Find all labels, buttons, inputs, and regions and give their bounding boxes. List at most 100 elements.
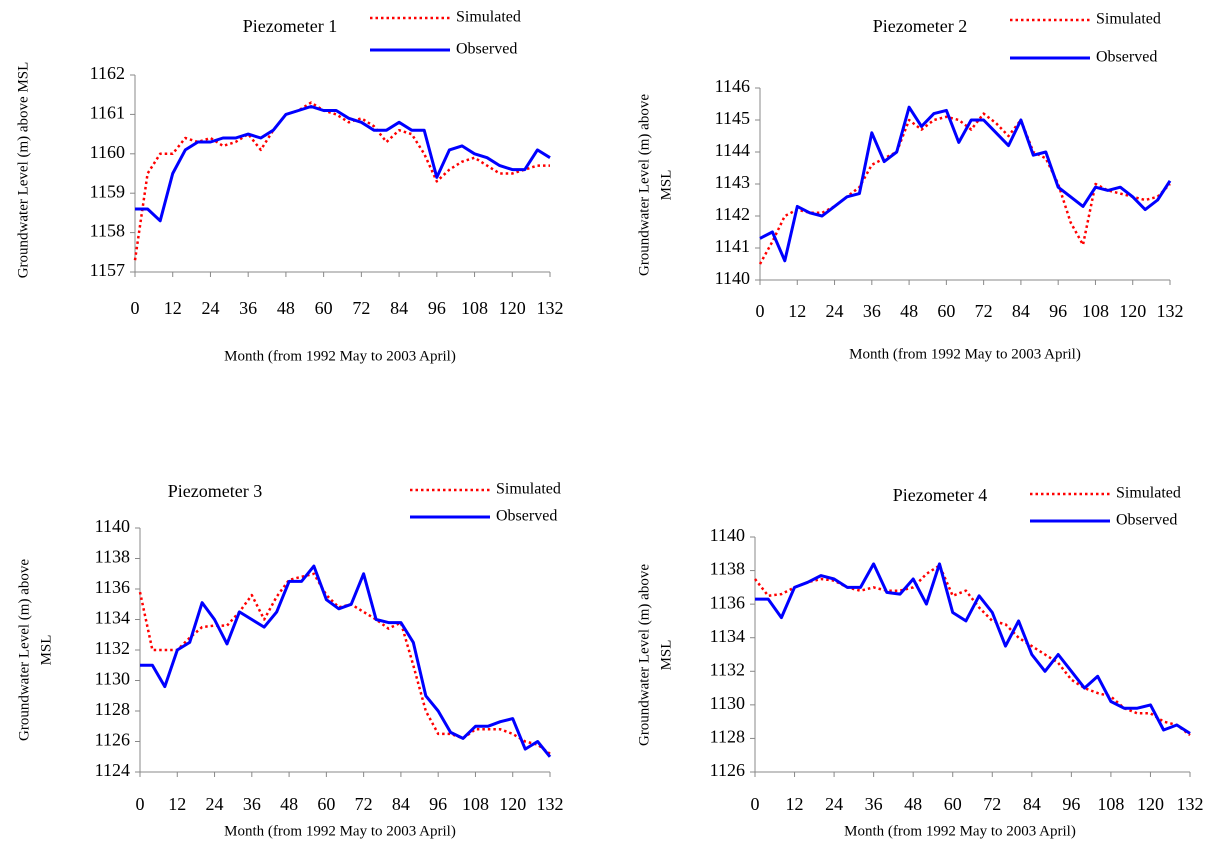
x-tick-label: 12 <box>164 298 182 318</box>
y-axis-label: MSL <box>658 170 674 201</box>
legend-label: Simulated <box>456 9 521 26</box>
x-tick-label: 12 <box>788 301 806 321</box>
y-tick-label: 1142 <box>715 204 750 224</box>
y-tick-label: 1138 <box>95 547 130 567</box>
y-axis-label: Groundwater Level (m) above MSL <box>15 62 31 279</box>
x-tick-label: 132 <box>537 794 564 814</box>
y-tick-label: 1143 <box>715 172 750 192</box>
legend-label: Observed <box>496 508 557 525</box>
y-tick-label: 1159 <box>90 181 125 201</box>
x-tick-label: 36 <box>863 301 881 321</box>
y-tick-label: 1146 <box>715 76 750 96</box>
series-line <box>754 564 1191 737</box>
y-tick-label: 1145 <box>715 108 750 128</box>
chart-panel: Piezometer 4 Month (from 1992 May to 2003… <box>636 485 1203 840</box>
x-tick-label: 84 <box>392 794 410 814</box>
x-tick-label: 120 <box>1137 794 1164 814</box>
x-tick-label: 0 <box>751 794 760 814</box>
x-tick-label: 84 <box>1012 301 1030 321</box>
y-tick-label: 1130 <box>710 693 745 713</box>
chart-panel: Piezometer 1 Month (from 1992 May to 2003… <box>15 9 563 365</box>
x-axis-label: Month (from 1992 May to 2003 April) <box>224 348 456 364</box>
x-tick-label: 36 <box>865 794 883 814</box>
x-tick-label: 60 <box>937 301 955 321</box>
x-tick-label: 108 <box>462 794 489 814</box>
x-tick-label: 120 <box>1119 301 1146 321</box>
y-tick-label: 1141 <box>715 236 750 256</box>
y-axis-label: MSL <box>38 635 54 666</box>
x-tick-label: 48 <box>904 794 922 814</box>
y-tick-label: 1144 <box>715 140 750 160</box>
x-tick-label: 132 <box>1157 301 1184 321</box>
x-tick-label: 0 <box>756 301 765 321</box>
x-tick-label: 120 <box>499 794 526 814</box>
x-tick-label: 24 <box>825 794 843 814</box>
x-tick-label: 48 <box>280 794 298 814</box>
x-tick-label: 96 <box>429 794 447 814</box>
y-tick-label: 1128 <box>95 699 130 719</box>
series-line <box>135 105 551 223</box>
x-tick-label: 84 <box>1023 794 1041 814</box>
series-line <box>140 564 552 758</box>
chart-title: Piezometer 4 <box>893 485 987 505</box>
legend-label: Observed <box>1116 512 1177 529</box>
x-tick-label: 24 <box>826 301 844 321</box>
x-tick-label: 12 <box>168 794 186 814</box>
y-tick-label: 1140 <box>710 525 745 545</box>
legend-label: Simulated <box>1116 485 1181 502</box>
y-tick-label: 1134 <box>95 608 130 628</box>
legend-label: Simulated <box>496 481 561 498</box>
y-tick-label: 1157 <box>90 260 125 280</box>
y-tick-label: 1136 <box>95 577 130 597</box>
y-tick-label: 1140 <box>715 268 750 288</box>
x-tick-label: 72 <box>975 301 993 321</box>
y-tick-label: 1136 <box>710 592 745 612</box>
x-tick-label: 132 <box>537 298 564 318</box>
x-tick-label: 132 <box>1177 794 1204 814</box>
x-axis-label: Month (from 1992 May to 2003 April) <box>224 823 456 839</box>
series-line <box>759 105 1172 263</box>
y-tick-label: 1158 <box>90 221 125 241</box>
chart-title: Piezometer 3 <box>168 481 262 501</box>
y-tick-label: 1140 <box>95 516 130 536</box>
x-tick-label: 48 <box>900 301 918 321</box>
y-tick-label: 1128 <box>710 727 745 747</box>
x-tick-label: 24 <box>206 794 224 814</box>
x-tick-label: 60 <box>317 794 335 814</box>
y-tick-label: 1126 <box>95 730 130 750</box>
y-axis-label: Groundwater Level (m) above <box>636 94 652 276</box>
x-tick-label: 72 <box>352 298 370 318</box>
chart-panel: Piezometer 3 Month (from 1992 May to 2003… <box>16 481 563 840</box>
y-tick-label: 1138 <box>710 559 745 579</box>
chart-title: Piezometer 1 <box>243 16 337 36</box>
x-tick-label: 48 <box>277 298 295 318</box>
x-tick-label: 108 <box>1082 301 1109 321</box>
y-tick-label: 1130 <box>95 669 130 689</box>
x-tick-label: 24 <box>201 298 219 318</box>
x-tick-label: 108 <box>1097 794 1124 814</box>
legend-label: Observed <box>1096 49 1157 66</box>
x-tick-label: 96 <box>1049 301 1067 321</box>
x-tick-label: 0 <box>136 794 145 814</box>
x-tick-label: 72 <box>355 794 373 814</box>
x-axis-label: Month (from 1992 May to 2003 April) <box>844 823 1076 839</box>
y-tick-label: 1132 <box>710 659 745 679</box>
x-tick-label: 108 <box>461 298 488 318</box>
x-axis-label: Month (from 1992 May to 2003 April) <box>849 346 1081 362</box>
x-tick-label: 60 <box>944 794 962 814</box>
x-tick-label: 84 <box>390 298 408 318</box>
x-tick-label: 36 <box>243 794 261 814</box>
y-axis-label: Groundwater Level (m) above <box>636 564 652 746</box>
y-tick-label: 1124 <box>95 760 130 780</box>
series-line <box>755 562 1191 735</box>
x-tick-label: 120 <box>499 298 526 318</box>
y-tick-label: 1162 <box>90 63 125 83</box>
y-tick-label: 1160 <box>90 142 125 162</box>
y-tick-label: 1134 <box>710 626 745 646</box>
chart-panel: Piezometer 2 Month (from 1992 May to 2003… <box>636 11 1183 363</box>
x-tick-label: 96 <box>428 298 446 318</box>
chart-title: Piezometer 2 <box>873 16 967 36</box>
y-axis-label: Groundwater Level (m) above <box>16 559 32 741</box>
x-tick-label: 0 <box>131 298 140 318</box>
x-tick-label: 96 <box>1062 794 1080 814</box>
